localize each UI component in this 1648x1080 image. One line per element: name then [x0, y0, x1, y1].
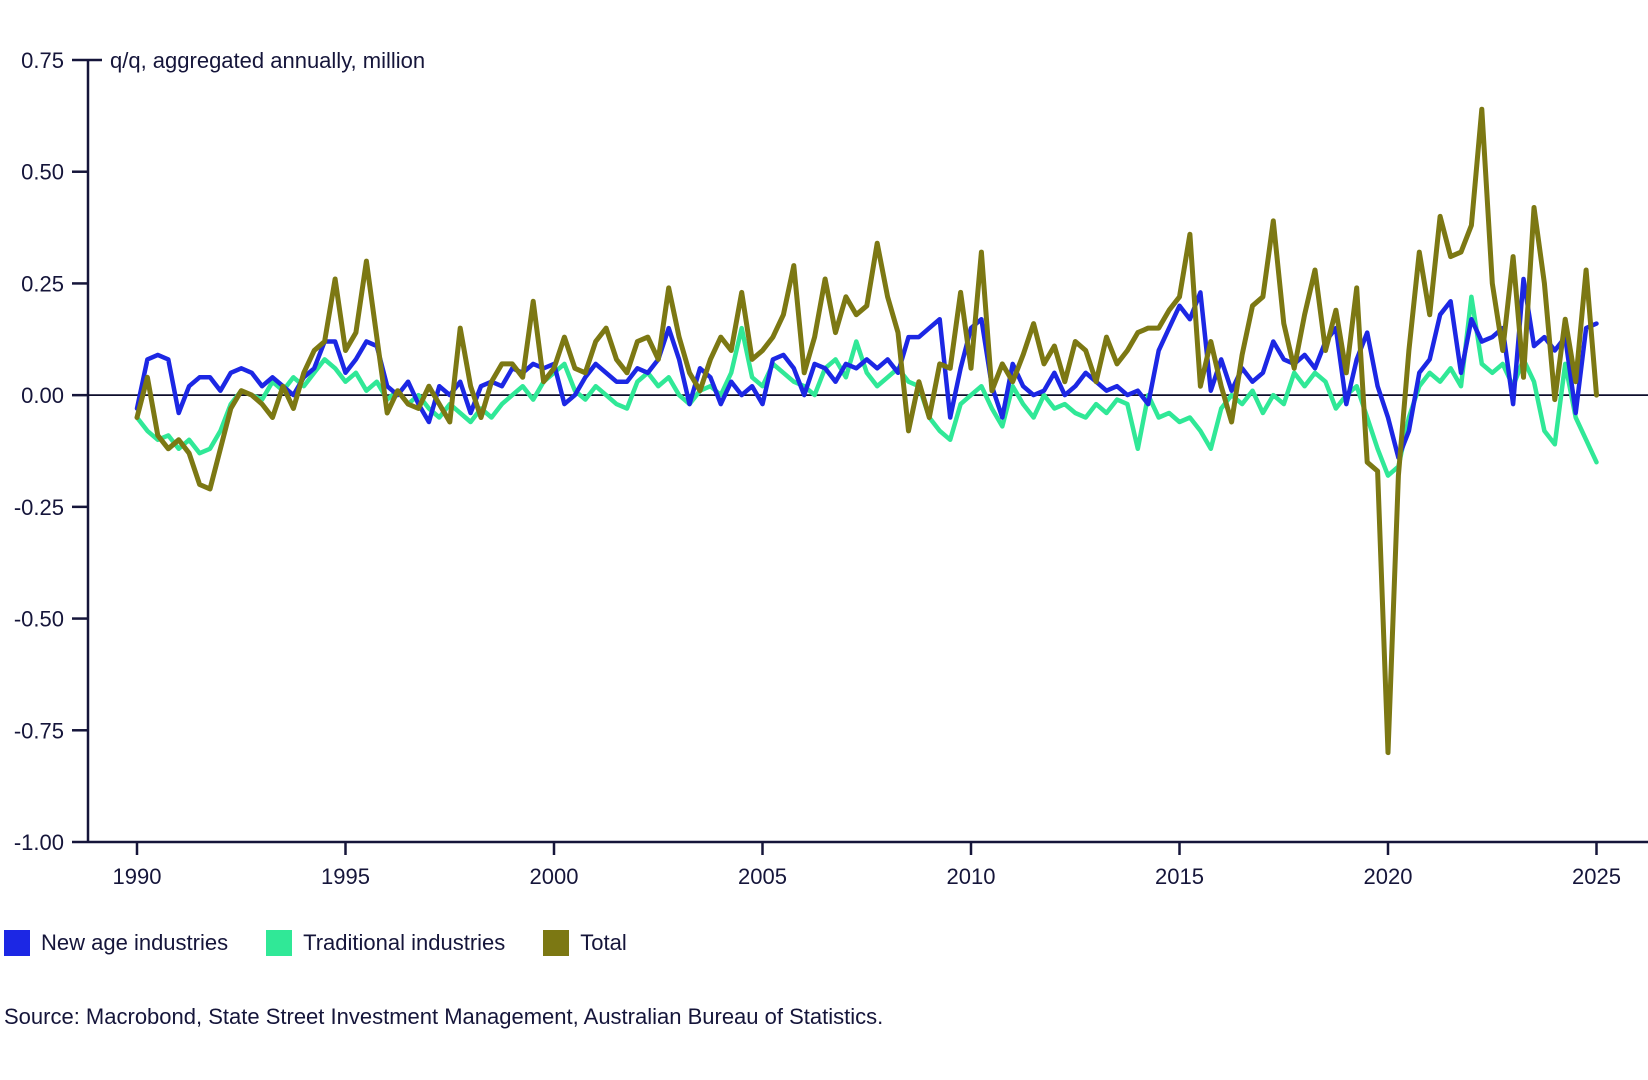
x-tick-label: 1990	[113, 864, 162, 889]
y-tick-label: -0.50	[14, 607, 64, 632]
series-line-traditional-industries	[134, 294, 1599, 478]
series-line-total	[134, 106, 1599, 756]
y-tick-label: 0.25	[21, 271, 64, 296]
y-tick-label: 0.00	[21, 383, 64, 408]
y-tick-label: -1.00	[14, 830, 64, 855]
y-tick-label: -0.75	[14, 718, 64, 743]
chart-legend: New age industries Traditional industrie…	[4, 930, 627, 956]
legend-label-total: Total	[580, 930, 627, 955]
x-tick-label: 2000	[530, 864, 579, 889]
x-tick-label: 2015	[1155, 864, 1204, 889]
legend-label-new-age: New age industries	[41, 930, 229, 955]
line-chart: 0.75 0.50 0.25 0.00 -0.25 -0.50 -0.75 -1.00 1990…	[14, 48, 1648, 889]
source-text: Source: Macrobond, State Street Investme…	[4, 1004, 884, 1029]
y-tick-label: 0.50	[21, 160, 64, 185]
y-tick-label: -0.25	[14, 495, 64, 520]
x-tick-label: 2025	[1572, 864, 1621, 889]
legend-label-traditional: Traditional industries	[303, 930, 506, 955]
legend-swatch-new-age-icon	[4, 930, 30, 956]
x-tick-label: 2020	[1364, 864, 1413, 889]
y-tick-label: 0.75	[21, 48, 64, 73]
legend-item-traditional: Traditional industries	[266, 930, 505, 956]
legend-item-new-age: New age industries	[4, 930, 228, 956]
axis-annotation: q/q, aggregated annually, million	[110, 48, 425, 73]
legend-swatch-total-icon	[543, 930, 570, 956]
legend-swatch-traditional-icon	[266, 930, 293, 956]
x-tick-label: 2010	[947, 864, 996, 889]
legend-item-total: Total	[543, 930, 627, 956]
x-tick-label: 1995	[321, 864, 370, 889]
x-tick-label: 2005	[738, 864, 787, 889]
